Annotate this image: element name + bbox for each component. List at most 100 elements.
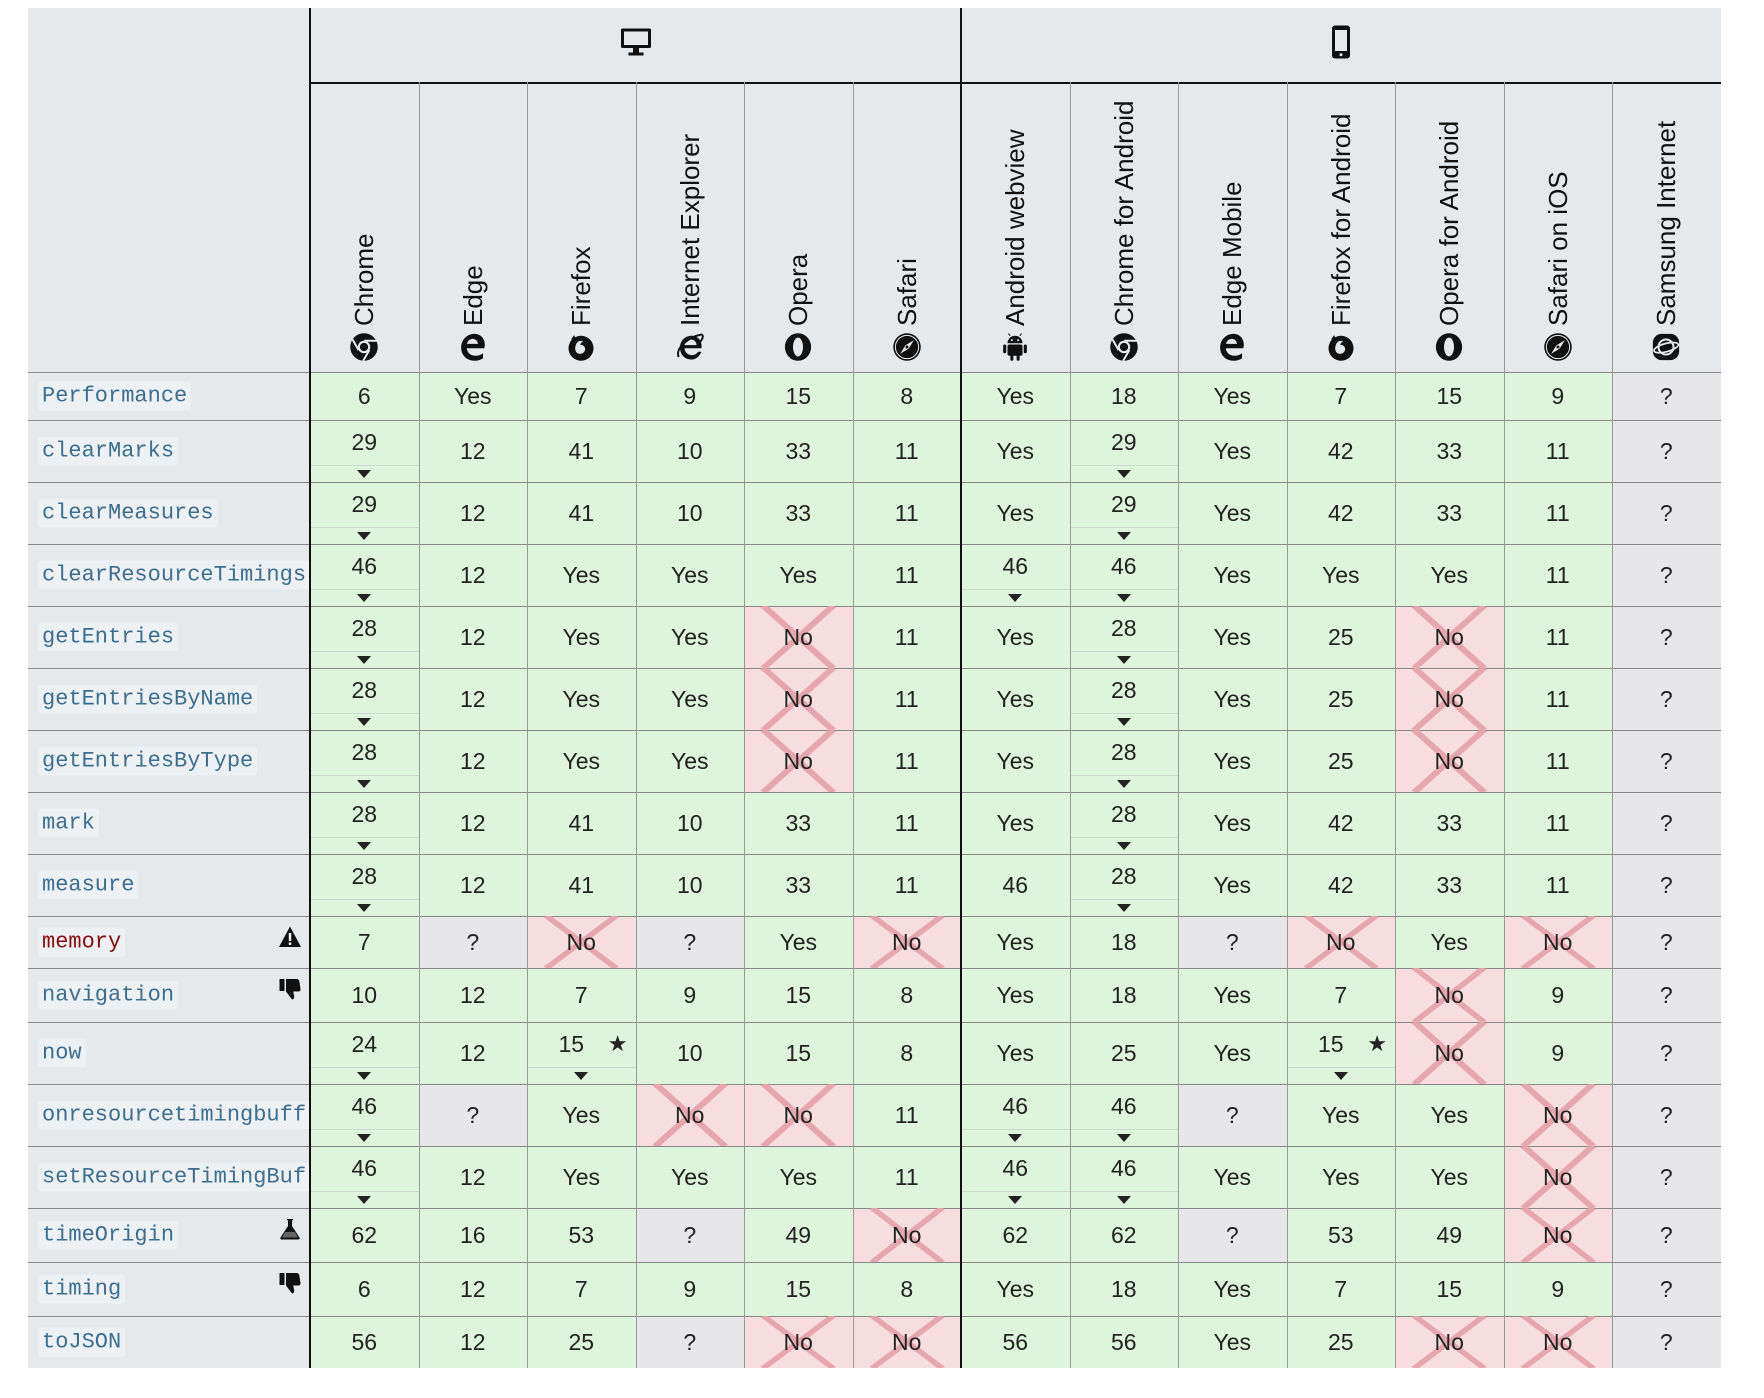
support-cell[interactable]: Yes: [1178, 1316, 1287, 1368]
support-cell[interactable]: 29: [310, 482, 419, 544]
support-cell[interactable]: Yes: [527, 544, 636, 606]
support-cell[interactable]: 56: [961, 1316, 1070, 1368]
support-cell[interactable]: 42: [1286, 854, 1395, 916]
support-cell[interactable]: 15: [744, 968, 853, 1022]
feature-name[interactable]: getEntriesByType: [38, 746, 258, 776]
support-cell[interactable]: Yes: [961, 1262, 1070, 1316]
support-cell[interactable]: Yes: [1395, 1146, 1504, 1208]
feature-name[interactable]: timeOrigin: [38, 1220, 179, 1250]
support-cell[interactable]: Yes: [961, 792, 1070, 854]
support-cell[interactable]: ?: [1612, 968, 1721, 1022]
support-cell[interactable]: ?: [1612, 1208, 1721, 1262]
support-cell[interactable]: 7: [527, 968, 636, 1022]
support-cell[interactable]: 12: [418, 544, 527, 606]
expand-notes-arrow-icon[interactable]: [310, 465, 419, 482]
support-cell[interactable]: 12: [418, 606, 527, 668]
support-cell[interactable]: 9: [635, 1262, 744, 1316]
support-cell[interactable]: 15 ★: [1286, 1022, 1395, 1084]
support-cell[interactable]: Yes: [1395, 916, 1504, 968]
support-cell[interactable]: Yes: [1395, 544, 1504, 606]
support-cell[interactable]: ?: [1612, 544, 1721, 606]
support-cell[interactable]: Yes: [961, 606, 1070, 668]
support-cell[interactable]: 46: [961, 854, 1070, 916]
support-cell[interactable]: Yes: [1178, 482, 1287, 544]
support-cell[interactable]: 12: [418, 854, 527, 916]
support-cell[interactable]: 49: [744, 1208, 853, 1262]
support-cell[interactable]: 46: [961, 1084, 1070, 1146]
feature-name[interactable]: timing: [38, 1274, 126, 1304]
support-cell[interactable]: Yes: [635, 606, 744, 668]
support-cell[interactable]: 11: [852, 668, 961, 730]
expand-notes-arrow-icon[interactable]: [310, 1067, 419, 1084]
support-cell[interactable]: 11: [1503, 792, 1612, 854]
support-cell[interactable]: 33: [1395, 420, 1504, 482]
support-cell[interactable]: ?: [1612, 1084, 1721, 1146]
support-cell[interactable]: 25: [1286, 730, 1395, 792]
support-cell[interactable]: 11: [852, 606, 961, 668]
support-cell[interactable]: ?: [1612, 1146, 1721, 1208]
support-cell[interactable]: 15: [744, 372, 853, 420]
support-cell[interactable]: Yes: [961, 482, 1070, 544]
support-cell[interactable]: No: [1503, 1084, 1612, 1146]
expand-notes-arrow-icon[interactable]: [310, 899, 419, 916]
support-cell[interactable]: 12: [418, 668, 527, 730]
support-cell[interactable]: 53: [527, 1208, 636, 1262]
support-cell[interactable]: Yes: [961, 668, 1070, 730]
feature-name[interactable]: memory: [38, 927, 126, 957]
support-cell[interactable]: 41: [527, 482, 636, 544]
expand-notes-arrow-icon[interactable]: [1069, 837, 1178, 854]
support-cell[interactable]: 41: [527, 420, 636, 482]
feature-name[interactable]: navigation: [38, 980, 179, 1010]
expand-notes-arrow-icon[interactable]: [527, 1067, 636, 1084]
support-cell[interactable]: 46: [310, 1146, 419, 1208]
support-cell[interactable]: 15: [744, 1262, 853, 1316]
support-cell[interactable]: 18: [1069, 916, 1178, 968]
support-cell[interactable]: 46: [1069, 1146, 1178, 1208]
expand-notes-arrow-icon[interactable]: [1286, 1067, 1395, 1084]
support-cell[interactable]: 62: [310, 1208, 419, 1262]
support-cell[interactable]: 10: [310, 968, 419, 1022]
support-cell[interactable]: 10: [635, 792, 744, 854]
support-cell[interactable]: 11: [1503, 544, 1612, 606]
support-cell[interactable]: 12: [418, 420, 527, 482]
support-cell[interactable]: No: [1503, 1146, 1612, 1208]
feature-name[interactable]: onresourcetimingbuff: [38, 1100, 311, 1130]
expand-notes-arrow-icon[interactable]: [1069, 1129, 1178, 1146]
support-cell[interactable]: 11: [852, 544, 961, 606]
support-cell[interactable]: 9: [635, 372, 744, 420]
support-cell[interactable]: Yes: [1286, 544, 1395, 606]
support-cell[interactable]: No: [1286, 916, 1395, 968]
support-cell[interactable]: 8: [852, 1262, 961, 1316]
support-cell[interactable]: 11: [1503, 854, 1612, 916]
support-cell[interactable]: ?: [1612, 916, 1721, 968]
support-cell[interactable]: 15: [1395, 372, 1504, 420]
support-cell[interactable]: 29: [1069, 482, 1178, 544]
expand-notes-arrow-icon[interactable]: [1069, 527, 1178, 544]
expand-notes-arrow-icon[interactable]: [1069, 713, 1178, 730]
expand-notes-arrow-icon[interactable]: [961, 589, 1070, 606]
support-cell[interactable]: Yes: [527, 668, 636, 730]
expand-notes-arrow-icon[interactable]: [310, 651, 419, 668]
support-cell[interactable]: Yes: [1178, 544, 1287, 606]
support-cell[interactable]: 28: [1069, 606, 1178, 668]
support-cell[interactable]: No: [744, 730, 853, 792]
support-cell[interactable]: 11: [852, 1146, 961, 1208]
support-cell[interactable]: 49: [1395, 1208, 1504, 1262]
feature-name[interactable]: setResourceTimingBuf: [38, 1162, 311, 1192]
support-cell[interactable]: Yes: [744, 916, 853, 968]
support-cell[interactable]: 28: [310, 854, 419, 916]
support-cell[interactable]: ?: [418, 1084, 527, 1146]
support-cell[interactable]: Yes: [961, 420, 1070, 482]
support-cell[interactable]: 29: [1069, 420, 1178, 482]
support-cell[interactable]: Yes: [1178, 854, 1287, 916]
support-cell[interactable]: 33: [744, 792, 853, 854]
support-cell[interactable]: ?: [1612, 1262, 1721, 1316]
support-cell[interactable]: 46: [1069, 1084, 1178, 1146]
support-cell[interactable]: ?: [635, 1208, 744, 1262]
support-cell[interactable]: 12: [418, 1262, 527, 1316]
feature-name[interactable]: clearMeasures: [38, 498, 218, 528]
support-cell[interactable]: ?: [1612, 1316, 1721, 1368]
support-cell[interactable]: 12: [418, 792, 527, 854]
support-cell[interactable]: 9: [1503, 1022, 1612, 1084]
support-cell[interactable]: ?: [1612, 854, 1721, 916]
